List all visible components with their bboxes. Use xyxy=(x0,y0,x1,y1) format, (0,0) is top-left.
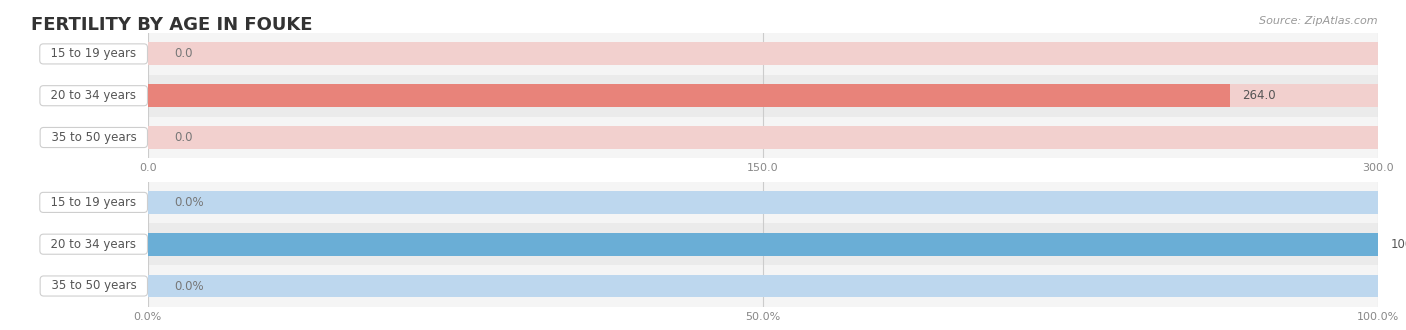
Text: 15 to 19 years: 15 to 19 years xyxy=(44,196,143,209)
Text: 0.0: 0.0 xyxy=(174,131,193,144)
Bar xyxy=(148,275,1378,298)
Text: 15 to 19 years: 15 to 19 years xyxy=(44,48,143,60)
Bar xyxy=(148,126,1378,149)
Bar xyxy=(148,233,1378,256)
Bar xyxy=(148,223,1378,265)
Bar xyxy=(148,75,1378,116)
Text: 0.0%: 0.0% xyxy=(174,196,204,209)
Text: 100.0%: 100.0% xyxy=(1391,238,1406,251)
Text: 0.0: 0.0 xyxy=(174,48,193,60)
Text: Source: ZipAtlas.com: Source: ZipAtlas.com xyxy=(1260,16,1378,26)
Text: 264.0: 264.0 xyxy=(1243,89,1277,102)
Bar xyxy=(148,84,1230,107)
Text: 20 to 34 years: 20 to 34 years xyxy=(44,89,143,102)
Bar xyxy=(148,191,1378,214)
Bar xyxy=(148,116,1378,158)
Text: 35 to 50 years: 35 to 50 years xyxy=(44,131,143,144)
Text: FERTILITY BY AGE IN FOUKE: FERTILITY BY AGE IN FOUKE xyxy=(31,16,312,35)
Bar xyxy=(148,42,1378,65)
Bar xyxy=(148,233,1378,256)
Bar xyxy=(148,265,1378,307)
Text: 20 to 34 years: 20 to 34 years xyxy=(44,238,143,251)
Text: 0.0%: 0.0% xyxy=(174,280,204,292)
Bar xyxy=(148,33,1378,75)
Bar xyxy=(148,84,1378,107)
Bar xyxy=(148,182,1378,223)
Text: 35 to 50 years: 35 to 50 years xyxy=(44,280,143,292)
